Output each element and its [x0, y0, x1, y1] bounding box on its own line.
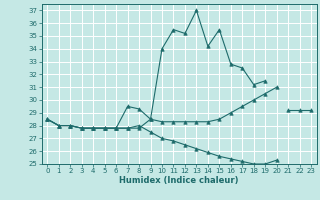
X-axis label: Humidex (Indice chaleur): Humidex (Indice chaleur) [119, 176, 239, 185]
